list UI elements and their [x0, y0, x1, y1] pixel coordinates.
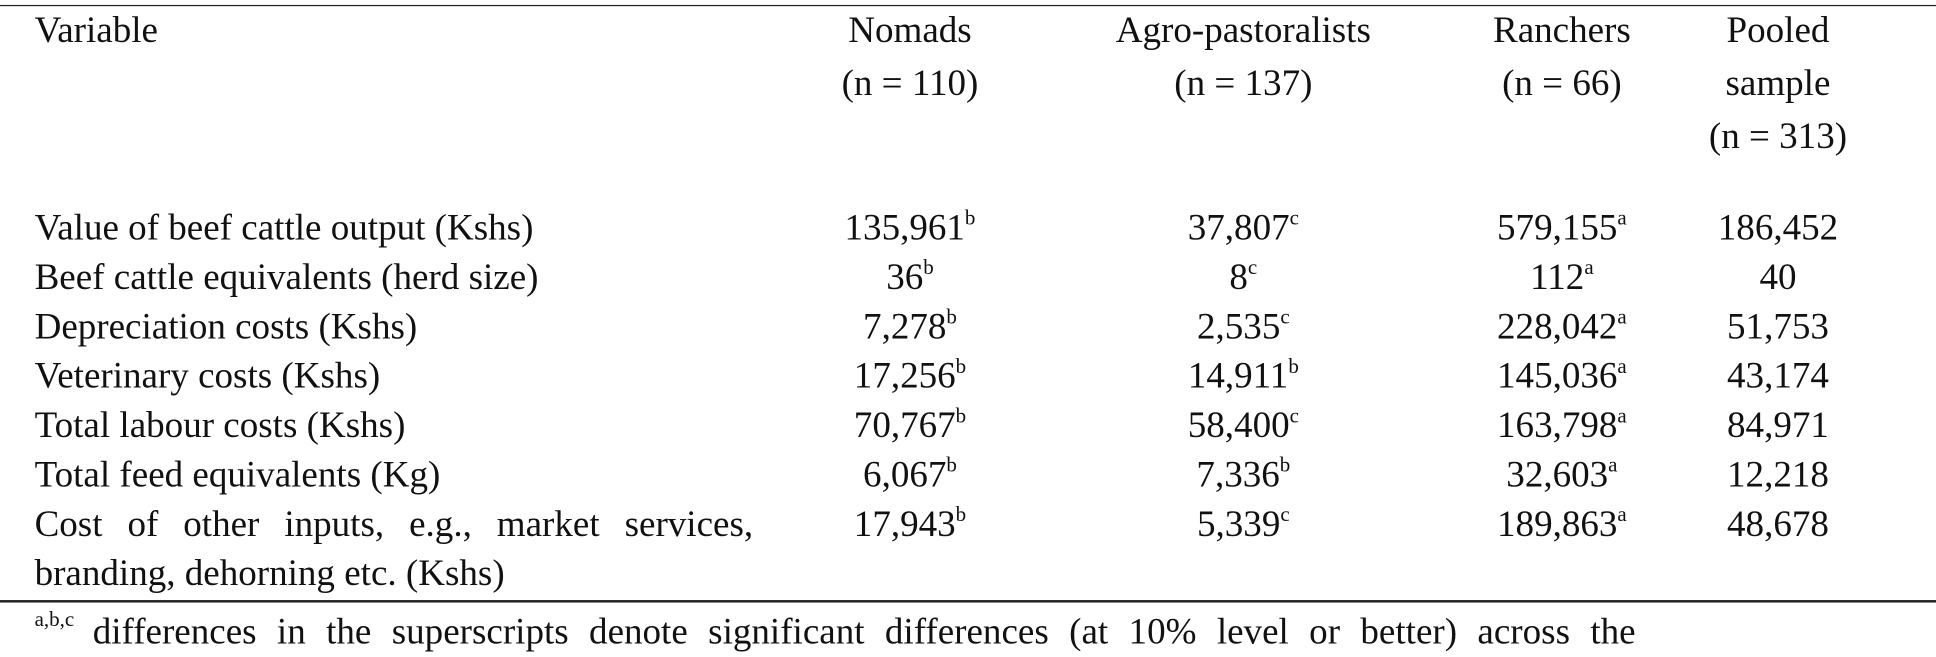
- cell: 135,961b: [787, 204, 1034, 253]
- cell: 163,798a: [1438, 401, 1685, 450]
- cell-value: 2,535: [1197, 306, 1281, 347]
- cell: 58,400c: [1120, 401, 1367, 450]
- significance-mark: b: [946, 304, 957, 329]
- cell-value: 12,218: [1727, 454, 1829, 496]
- cell: 70,767b: [787, 401, 1034, 450]
- row-label: Depreciation costs (Kshs): [34, 306, 418, 347]
- cell: 186,452: [1654, 204, 1901, 253]
- significance-mark: b: [923, 255, 934, 280]
- significance-mark: c: [1280, 304, 1290, 329]
- cell-value: 135,961: [844, 207, 965, 249]
- column-header: Agro-pastoralists (n = 137): [1115, 9, 1371, 104]
- significance-mark: a: [1584, 255, 1594, 280]
- cell-value: 7,336: [1196, 454, 1280, 496]
- cell-value: 36: [886, 256, 924, 298]
- cell: 7,336b: [1120, 451, 1367, 500]
- cell-value: 32,603: [1506, 454, 1609, 496]
- footnote-mark: a,b,c: [34, 607, 75, 631]
- column-header: Pooled sample (n = 313): [1708, 9, 1848, 157]
- footnote-text: differences in the superscripts denote s…: [92, 611, 1636, 652]
- cell: 228,042a: [1438, 303, 1685, 352]
- page: {"table": { "columns": ["Variable", "Nom…: [0, 4, 1936, 652]
- significance-mark: b: [955, 403, 967, 428]
- significance-mark: b: [964, 206, 976, 230]
- significance-mark: c: [1247, 255, 1258, 280]
- cell: 579,155a: [1438, 204, 1685, 253]
- cell-value: 186,452: [1717, 207, 1839, 249]
- cell: 2,535c: [1120, 303, 1367, 352]
- significance-mark: c: [1280, 502, 1290, 526]
- cell-value: 40: [1759, 256, 1797, 298]
- significance-mark: b: [1279, 453, 1291, 477]
- significance-mark: b: [955, 354, 967, 378]
- cell-value: 70,767: [853, 404, 956, 446]
- cell: 17,256b: [787, 352, 1034, 401]
- column-header: Ranchers (n = 66): [1492, 9, 1631, 104]
- cell: 5,339c: [1120, 500, 1367, 549]
- column-header: Nomads (n = 110): [841, 9, 979, 104]
- cell-value: 579,155: [1497, 207, 1618, 249]
- cell-value: 112: [1530, 256, 1585, 298]
- cell-value: 17,943: [853, 503, 956, 545]
- cell-value: 37,807: [1187, 207, 1290, 249]
- significance-mark: a: [1617, 354, 1627, 378]
- cell-value: 5,339: [1197, 503, 1281, 545]
- row-label: Total labour costs (Kshs): [34, 404, 406, 446]
- cell-value: 145,036: [1497, 355, 1618, 397]
- cell: 51,753: [1654, 303, 1901, 352]
- row-label: Total feed equivalents (Kg): [34, 454, 441, 496]
- footnote: a,b,c differences in the superscripts de…: [35, 607, 1636, 656]
- cell-value: 14,911: [1187, 355, 1289, 397]
- cell: 32,603a: [1438, 451, 1685, 500]
- cell: 43,174: [1654, 352, 1901, 401]
- significance-mark: a: [1617, 304, 1627, 329]
- cell: 17,943b: [787, 500, 1034, 549]
- significance-mark: a: [1617, 206, 1627, 230]
- cell-value: 51,753: [1727, 306, 1829, 347]
- significance-mark: c: [1289, 403, 1299, 428]
- cell: 37,807c: [1120, 204, 1367, 253]
- significance-mark: b: [955, 502, 967, 526]
- significance-mark: c: [1289, 206, 1299, 230]
- row-label: Value of beef cattle output (Kshs): [34, 207, 534, 249]
- cell: 6,067b: [787, 451, 1034, 500]
- cell-value: 163,798: [1497, 404, 1618, 446]
- cell: 40: [1654, 253, 1901, 302]
- cell-value: 48,678: [1727, 503, 1829, 545]
- cell: 145,036a: [1438, 352, 1685, 401]
- row-label: Beef cattle equivalents (herd size): [34, 256, 539, 298]
- cell-value: 7,278: [863, 306, 947, 347]
- cell-value: 43,174: [1727, 355, 1829, 397]
- cell: 84,971: [1654, 401, 1901, 450]
- row-label: Cost of other inputs, e.g., market servi…: [34, 503, 754, 594]
- cell: 12,218: [1654, 451, 1901, 500]
- cell-value: 228,042: [1497, 306, 1618, 347]
- cell: 7,278b: [787, 303, 1034, 352]
- cell-value: 17,256: [853, 355, 956, 397]
- column-header: Variable: [34, 9, 158, 51]
- significance-mark: a: [1617, 403, 1627, 428]
- significance-mark: a: [1617, 502, 1627, 526]
- cell-value: 84,971: [1727, 404, 1829, 446]
- cell-value: 6,067: [863, 454, 947, 496]
- cell: 8c: [1120, 253, 1367, 302]
- top-rule: [0, 4, 1936, 7]
- cell: 14,911b: [1120, 352, 1367, 401]
- cell: 48,678: [1654, 500, 1901, 549]
- cell-value: 189,863: [1497, 503, 1618, 545]
- cell-value: 58,400: [1187, 404, 1290, 446]
- significance-mark: b: [946, 453, 957, 477]
- cell-value: 8: [1229, 256, 1248, 298]
- significance-mark: b: [1288, 354, 1299, 378]
- cell: 112a: [1438, 253, 1685, 302]
- row-label: Veterinary costs (Kshs): [34, 355, 381, 397]
- table: Variable Nomads (n = 110) Agro-pastoralist…: [0, 4, 1936, 652]
- cell: 36b: [787, 253, 1034, 302]
- cell: 189,863a: [1438, 500, 1685, 549]
- significance-mark: a: [1608, 453, 1618, 477]
- bottom-rule: [0, 600, 1936, 603]
